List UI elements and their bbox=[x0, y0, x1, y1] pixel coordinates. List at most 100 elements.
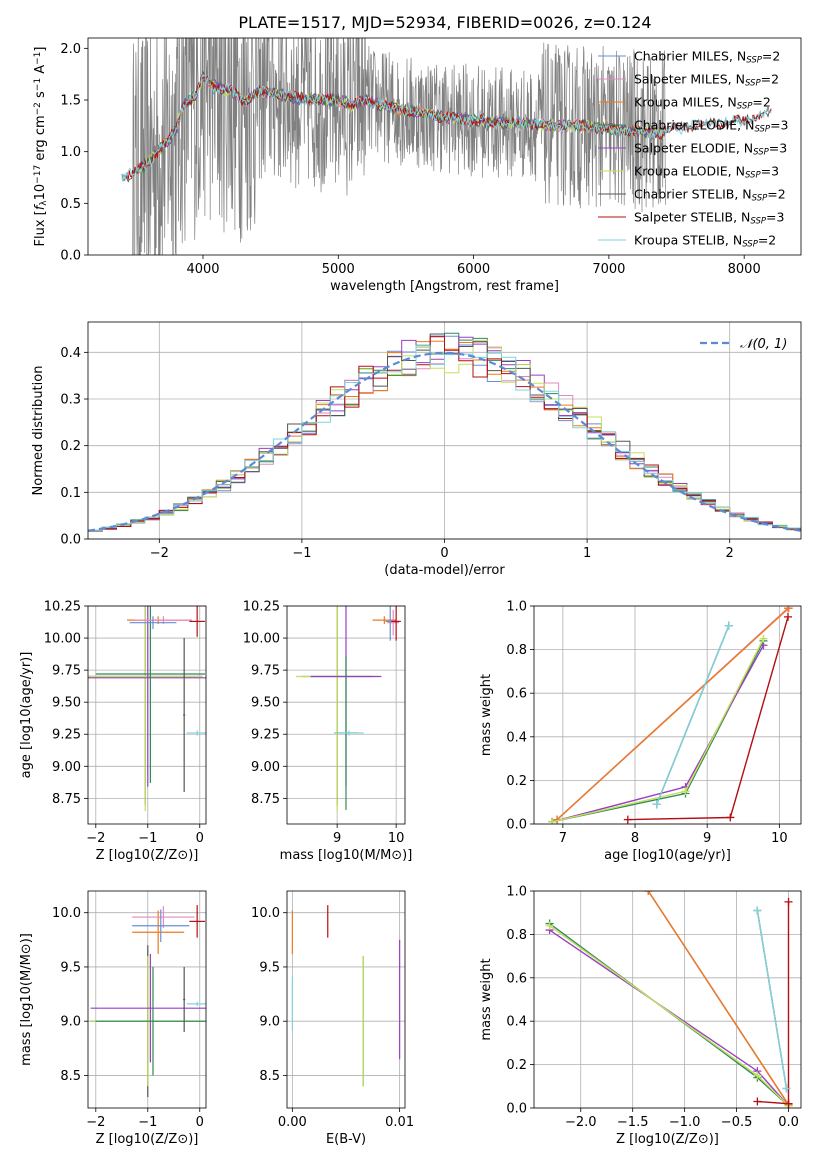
axes-frame bbox=[533, 890, 802, 1109]
legend-count: =2 bbox=[767, 187, 785, 202]
x-tick-label: 4000 bbox=[186, 262, 219, 277]
legend-count: =2 bbox=[761, 72, 779, 87]
legend-label: Salpeter MILES, N bbox=[634, 72, 745, 87]
legend-subscript: SSP bbox=[742, 240, 758, 250]
y-tick-label: 10.0 bbox=[52, 906, 81, 921]
x-tick-label: 7 bbox=[559, 831, 567, 846]
y-tick-label: 0.2 bbox=[506, 1058, 527, 1073]
legend-count: =2 bbox=[752, 95, 770, 110]
legend-label: Kroupa STELIB, N bbox=[634, 233, 742, 248]
histogram-step-salpeter-stelib bbox=[88, 336, 801, 532]
y-tick-label: 0.0 bbox=[506, 818, 527, 833]
x-tick-label: −1.0 bbox=[669, 1115, 701, 1130]
x-tick-label: 9 bbox=[703, 831, 711, 846]
y-tick-label: 9.75 bbox=[251, 664, 280, 679]
legend-entry: Salpeter ELODIE, NSSP=3 bbox=[634, 141, 787, 158]
data-point-marker bbox=[726, 813, 735, 822]
legend-entry: Kroupa MILES, NSSP=2 bbox=[634, 95, 771, 112]
legend-label: Salpeter STELIB, N bbox=[634, 210, 750, 225]
y-tick-label: 1.0 bbox=[506, 885, 527, 900]
y-tick-label: 0.8 bbox=[506, 643, 527, 658]
legend-label: Kroupa MILES, N bbox=[634, 95, 737, 110]
x-tick-label: 8000 bbox=[728, 262, 761, 277]
series-line-kroupa-elodie bbox=[549, 925, 789, 1107]
legend-entry: 𝒩(0, 1) bbox=[740, 337, 787, 352]
axes-frame bbox=[286, 605, 406, 825]
y-tick-label: 2.0 bbox=[60, 42, 81, 57]
x-tick-label: 1 bbox=[583, 546, 591, 561]
y-tick-label: 10.25 bbox=[243, 600, 280, 615]
x-axis-label: (data-model)/error bbox=[384, 563, 505, 578]
x-axis-label: age [log10(age/yr)] bbox=[604, 848, 731, 863]
x-tick-label: −1 bbox=[138, 1115, 157, 1130]
data-point-marker bbox=[652, 800, 661, 809]
legend-label: Chabrier STELIB, N bbox=[634, 187, 752, 202]
x-tick-label: 9 bbox=[333, 831, 341, 846]
legend-count: =3 bbox=[761, 164, 779, 179]
y-tick-label: 9.0 bbox=[60, 1015, 81, 1030]
y-tick-label: 0.6 bbox=[506, 687, 527, 702]
plot-area bbox=[88, 332, 801, 532]
x-tick-label: −2.0 bbox=[565, 1115, 597, 1130]
series-line-kroupa-miles bbox=[556, 607, 790, 821]
axes-frame bbox=[87, 605, 207, 825]
panel-massweight-vs-Z: −2.0 −1.5 −1.0 −0.5 0.0 0.0 0.2 0.4 0.6 0.8 1.0 Z [… bbox=[479, 885, 802, 1147]
x-axis-label: E(B-V) bbox=[326, 1132, 366, 1147]
x-tick-label: 10 bbox=[771, 831, 788, 846]
y-tick-label: 1.0 bbox=[60, 145, 81, 160]
y-tick-label: 9.00 bbox=[52, 760, 81, 775]
x-tick-label: −1 bbox=[138, 831, 157, 846]
x-tick-label: 6000 bbox=[457, 262, 490, 277]
legend-label: Chabrier ELODIE, N bbox=[634, 118, 754, 133]
legend-count: =3 bbox=[766, 210, 784, 225]
legend-entry: Salpeter MILES, NSSP=2 bbox=[634, 72, 779, 89]
legend-subscript: SSP bbox=[746, 56, 762, 66]
y-tick-label: 9.00 bbox=[251, 760, 280, 775]
y-axis-label: age [log10(age/yr)] bbox=[19, 652, 34, 779]
data-point-marker bbox=[784, 1099, 793, 1108]
axes-frame bbox=[87, 321, 802, 540]
y-tick-label: 9.50 bbox=[52, 696, 81, 711]
y-tick-label: 0.4 bbox=[60, 346, 81, 361]
legend-count: =2 bbox=[762, 49, 780, 64]
legend-count: =3 bbox=[770, 118, 788, 133]
plot-area bbox=[121, 38, 772, 255]
y-tick-label: 0.8 bbox=[506, 928, 527, 943]
plot-area bbox=[88, 606, 206, 812]
x-tick-label: −2 bbox=[86, 831, 105, 846]
y-axis-label-part: A bbox=[33, 65, 48, 78]
x-tick-label: 7000 bbox=[592, 262, 625, 277]
data-point-marker bbox=[724, 621, 733, 630]
panel-residual-histogram: −2 −1 0 1 2 0.0 0.1 0.2 0.3 0.4 (data-model)/error… bbox=[31, 321, 802, 578]
x-tick-label: 0 bbox=[196, 831, 204, 846]
legend-subscript: SSP bbox=[745, 171, 761, 181]
panel-spectrum: 4000 5000 6000 7000 8000 0.0 0.5 1.0 1.5 2.0 wavel… bbox=[33, 37, 802, 294]
data-point-marker bbox=[782, 1084, 791, 1093]
y-tick-label: 9.0 bbox=[259, 1015, 280, 1030]
axes-frame bbox=[533, 605, 802, 825]
x-axis-label: Z [log10(Z/Z⊙)] bbox=[96, 1132, 199, 1147]
x-tick-label: −2 bbox=[86, 1115, 105, 1130]
model-line-kroupa-stelib bbox=[121, 73, 772, 182]
y-axis-label: Normed distribution bbox=[31, 366, 46, 496]
y-axis-label-part: f bbox=[33, 203, 48, 210]
legend-entry: Salpeter STELIB, NSSP=3 bbox=[634, 210, 784, 227]
x-tick-label: 0.00 bbox=[278, 1115, 307, 1130]
y-tick-label: 10.25 bbox=[44, 600, 81, 615]
y-tick-label: 8.75 bbox=[251, 792, 280, 807]
legend-entry: Chabrier MILES, NSSP=2 bbox=[634, 49, 780, 66]
x-tick-label: −1 bbox=[292, 546, 311, 561]
plot-area bbox=[548, 606, 793, 824]
legend-label: Salpeter ELODIE, N bbox=[634, 141, 753, 156]
panel-massweight-vs-age: 7 8 9 10 0.0 0.2 0.4 0.6 0.8 1.0 age [log10(age/yr… bbox=[479, 600, 802, 863]
y-axis-label-part: erg cm bbox=[33, 115, 48, 164]
y-axis-label-part: Flux [ bbox=[33, 210, 48, 246]
y-axis-label: mass [log10(M/M⊙)] bbox=[19, 933, 34, 1066]
x-tick-label: 0 bbox=[196, 1115, 204, 1130]
data-point-marker bbox=[784, 897, 793, 906]
data-point-marker bbox=[644, 891, 653, 895]
series-line-salpeter-elodie bbox=[549, 929, 790, 1107]
x-tick-label: −2 bbox=[150, 546, 169, 561]
x-axis-label: mass [log10(M/M⊙)] bbox=[280, 848, 413, 863]
